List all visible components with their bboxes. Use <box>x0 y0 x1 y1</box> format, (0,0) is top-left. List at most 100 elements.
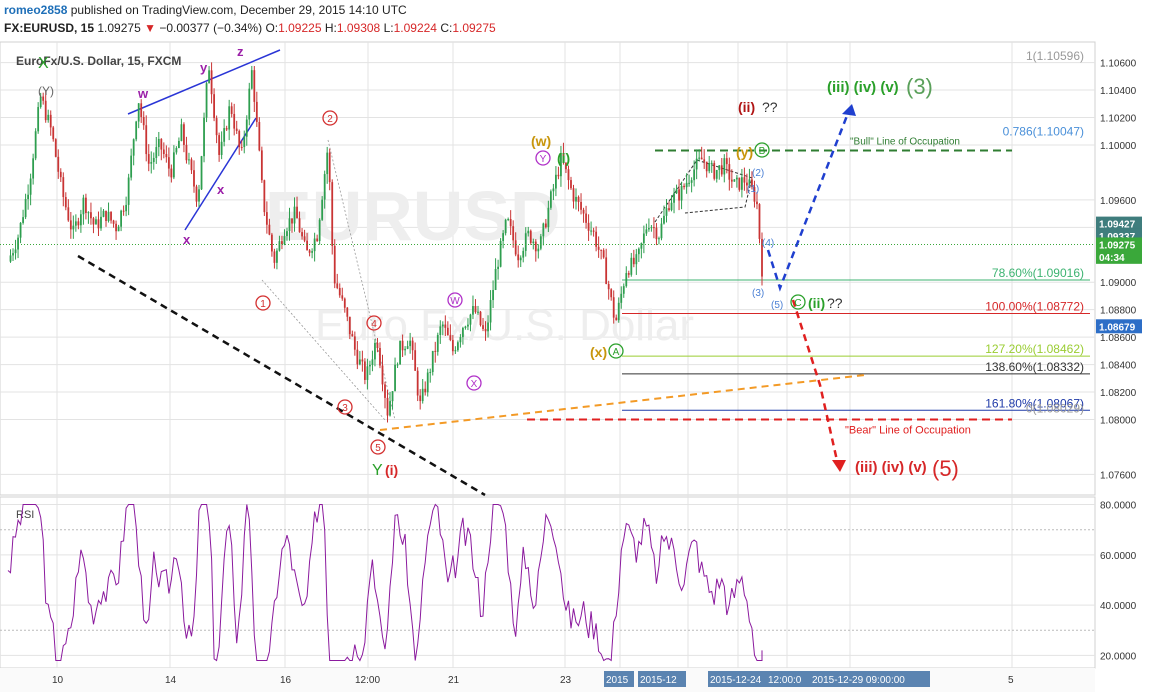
candle-body <box>208 70 210 84</box>
candle-body <box>318 219 321 242</box>
candle-body <box>190 159 193 171</box>
candle-body <box>223 128 226 142</box>
wave-label-top: (iii) (iv) (v) <box>827 79 899 96</box>
candle-body <box>683 185 685 188</box>
candle-body <box>494 269 497 290</box>
candle-body <box>67 207 70 221</box>
candle-body <box>205 83 208 118</box>
candle-body <box>122 210 125 212</box>
candle-body <box>582 209 585 214</box>
candle-body <box>120 210 122 227</box>
candle-body <box>632 257 635 265</box>
y-tick-label: 1.07600 <box>1100 470 1137 481</box>
wave-label-Y-green: Y <box>372 462 383 479</box>
candle-body <box>590 230 592 232</box>
candle-body <box>680 185 683 201</box>
close-value: 1.09275 <box>452 21 496 35</box>
candle-body <box>152 157 155 163</box>
circled-2-circle <box>322 110 338 126</box>
candle-body <box>600 249 603 251</box>
candle-body <box>648 228 650 230</box>
candle-body <box>504 219 507 234</box>
candle-body <box>341 295 344 299</box>
blue-wedge-upper <box>127 49 281 115</box>
candle-body <box>570 180 572 189</box>
candle-body <box>597 246 600 250</box>
candle-body <box>637 248 640 255</box>
candle-body <box>316 238 319 242</box>
candle-body <box>110 211 112 221</box>
time-tag-bg <box>810 671 930 687</box>
candle-body <box>738 177 741 190</box>
y-tick-label: 1.08600 <box>1100 333 1137 344</box>
candle-body <box>552 188 555 192</box>
subwave-5: (5) <box>771 300 783 311</box>
candle-body <box>761 238 763 277</box>
candle-body <box>658 238 660 240</box>
candle-body <box>482 325 484 329</box>
candle-body <box>313 238 316 252</box>
candle-body <box>512 226 515 241</box>
candle-body <box>253 70 256 102</box>
candle-body <box>348 316 351 335</box>
wave-label-X-green: X <box>38 55 49 72</box>
candle-body <box>90 212 92 219</box>
candle-body <box>449 335 452 340</box>
candle-body <box>127 177 130 205</box>
high-value: 1.09308 <box>336 21 381 35</box>
candle-body <box>218 135 221 155</box>
fib-level-label: 78.60%(1.09016) <box>992 266 1084 280</box>
open-value: 1.09225 <box>278 21 322 35</box>
bearish-projection <box>791 299 840 466</box>
candle-body <box>288 218 291 232</box>
candle-body <box>446 327 449 336</box>
candle-body <box>399 340 401 365</box>
candle-body <box>248 88 251 120</box>
candle-body <box>117 226 120 232</box>
candle-body <box>82 197 85 215</box>
candle-body <box>175 148 178 153</box>
bullish-arrowhead <box>842 104 856 116</box>
circled-4: 4 <box>371 319 377 330</box>
candle-body <box>165 154 168 158</box>
circled-W-circle <box>447 292 463 308</box>
y-tick-label: 1.10600 <box>1100 59 1137 70</box>
candle-body <box>37 107 40 132</box>
x-tick-label: 2015-12-24 <box>710 675 762 686</box>
candle-body <box>105 210 107 221</box>
author-link[interactable]: romeo2858 <box>4 3 68 17</box>
candle-body <box>414 350 417 371</box>
circled-X-circle <box>466 375 482 391</box>
candle-body <box>660 223 663 239</box>
candle-body <box>27 194 30 200</box>
circled-3-circle <box>337 399 353 415</box>
candle-body <box>695 158 698 170</box>
candle-body <box>735 177 738 180</box>
price-axis-tag-text: 1.09337 <box>1099 232 1136 243</box>
candle-body <box>665 208 668 216</box>
candle-body <box>698 157 701 159</box>
candle-body <box>32 158 35 179</box>
wave-label-3: (3) <box>906 74 933 99</box>
circled-Y-circle <box>535 150 551 166</box>
candle-body <box>59 171 62 178</box>
candle-body <box>444 324 447 328</box>
candle-body <box>185 144 188 161</box>
circled-B: B <box>759 146 766 157</box>
candle-body <box>406 346 409 349</box>
price-axis-tag-text: 1.09275 <box>1099 240 1136 251</box>
candle-body <box>358 359 361 365</box>
wave-label-5: (5) <box>932 456 959 481</box>
circled-C-circle <box>790 294 806 310</box>
candle-body <box>713 162 716 179</box>
candle-body <box>409 340 412 347</box>
candle-body <box>9 255 12 262</box>
candle-body <box>125 204 128 212</box>
wave-label-y: y <box>200 60 208 75</box>
candle-body <box>47 114 50 121</box>
candle-body <box>12 253 14 256</box>
candle-body <box>167 157 170 169</box>
y-tick-label: 1.08000 <box>1100 416 1137 427</box>
candle-body <box>34 131 37 159</box>
